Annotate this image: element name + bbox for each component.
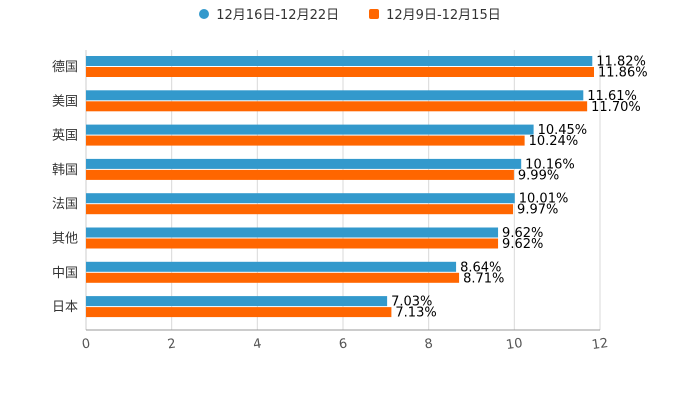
chart-legend: 12月16日-12月22日 12月9日-12月15日 xyxy=(0,4,700,23)
data-label-series-2-0: 11.86% xyxy=(598,66,648,81)
y-category-label-2: 英国 xyxy=(52,129,78,144)
data-label-series-2-1: 11.70% xyxy=(591,100,641,115)
legend-marker-series-2 xyxy=(369,8,380,19)
data-label-series-1-7: 7.03% xyxy=(391,295,432,310)
bar-series-1-5 xyxy=(86,227,499,238)
x-tick-label-3: 6 xyxy=(338,336,348,352)
data-label-series-1-5: 9.62% xyxy=(502,226,543,241)
legend-item-series-1[interactable]: 12月16日-12月22日 xyxy=(199,4,339,23)
bar-series-2-3 xyxy=(86,169,514,180)
legend-label-series-1: 12月16日-12月22日 xyxy=(216,8,340,23)
data-label-series-2-6: 8.71% xyxy=(463,271,504,286)
x-tick-label-5: 10 xyxy=(505,336,523,353)
data-label-series-2-4: 9.97% xyxy=(517,203,558,218)
y-category-label-5: 其他 xyxy=(52,232,78,247)
data-label-series-1-3: 10.16% xyxy=(525,157,575,172)
data-label-series-2-7: 7.13% xyxy=(395,306,436,321)
data-label-series-1-2: 10.45% xyxy=(538,123,588,138)
x-tick-label-1: 2 xyxy=(167,336,177,352)
data-label-series-2-5: 9.62% xyxy=(502,237,543,252)
bar-series-2-2 xyxy=(86,135,525,146)
y-category-label-0: 德国 xyxy=(52,60,78,75)
data-label-series-2-3: 9.99% xyxy=(518,168,559,183)
bar-series-1-6 xyxy=(86,261,457,272)
y-category-label-7: 日本 xyxy=(52,300,78,315)
bar-series-1-4 xyxy=(86,193,515,204)
y-category-label-6: 中国 xyxy=(52,266,78,281)
bar-series-2-7 xyxy=(86,307,392,318)
bar-series-2-1 xyxy=(86,101,588,112)
bar-series-1-0 xyxy=(86,56,593,66)
bar-series-1-1 xyxy=(86,90,584,101)
x-tick-label-4: 8 xyxy=(424,336,434,352)
legend-label-series-2: 12月9日-12月15日 xyxy=(386,8,501,23)
legend-marker-series-1 xyxy=(199,8,210,19)
bar-series-2-6 xyxy=(86,272,460,283)
bar-series-2-0 xyxy=(86,67,595,77)
x-tick-label-2: 4 xyxy=(252,336,262,352)
bar-series-2-5 xyxy=(86,238,499,249)
legend-item-series-2[interactable]: 12月9日-12月15日 xyxy=(369,4,501,23)
x-tick-label-6: 12 xyxy=(591,336,609,353)
bar-series-1-2 xyxy=(86,124,534,135)
y-category-label-1: 美国 xyxy=(52,94,78,109)
bar-series-2-4 xyxy=(86,204,514,215)
data-label-series-1-0: 11.82% xyxy=(596,55,646,70)
y-category-label-4: 法国 xyxy=(52,197,78,212)
bar-series-1-7 xyxy=(86,296,388,307)
data-label-series-1-1: 11.61% xyxy=(587,89,637,104)
data-label-series-1-4: 10.01% xyxy=(519,192,569,207)
data-label-series-1-6: 8.64% xyxy=(460,260,501,275)
bar-series-1-3 xyxy=(86,158,522,169)
x-tick-label-0: 0 xyxy=(81,336,91,352)
y-category-label-3: 韩国 xyxy=(52,163,78,178)
data-label-series-2-2: 10.24% xyxy=(529,134,579,149)
